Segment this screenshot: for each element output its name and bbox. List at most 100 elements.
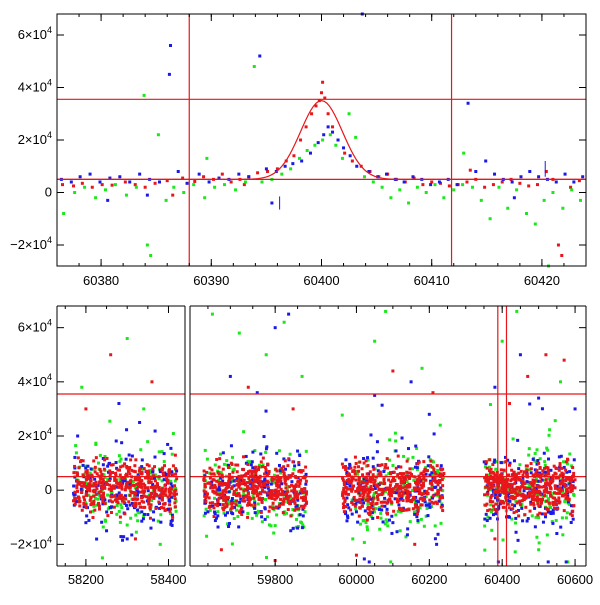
data-point (127, 467, 131, 471)
data-point (395, 530, 399, 534)
data-point (566, 498, 570, 502)
data-point (340, 462, 344, 466)
data-point (299, 496, 303, 500)
data-point (286, 508, 290, 512)
data-point (358, 493, 362, 497)
data-point (114, 478, 118, 482)
data-point (249, 487, 253, 491)
data-point (230, 505, 234, 509)
data-point (232, 505, 236, 509)
data-point (124, 503, 128, 507)
data-point (521, 482, 525, 486)
data-point (153, 429, 157, 433)
data-point (556, 487, 560, 491)
data-point (334, 143, 338, 147)
data-point (212, 515, 216, 519)
data-point (385, 457, 389, 461)
data-point (272, 492, 276, 496)
data-point (165, 473, 169, 477)
data-point (274, 481, 278, 485)
data-point (546, 482, 550, 486)
data-point (341, 502, 345, 506)
data-point (79, 487, 83, 491)
data-point (391, 521, 395, 525)
data-point (288, 452, 292, 456)
data-point (204, 496, 208, 500)
data-point (498, 480, 502, 484)
data-point (275, 167, 279, 171)
data-point (377, 488, 381, 492)
data-point (109, 510, 113, 514)
data-point (136, 490, 140, 494)
data-point (286, 495, 290, 499)
data-point (282, 457, 286, 461)
data-point (528, 170, 532, 173)
data-point (275, 478, 279, 482)
data-point (542, 451, 546, 455)
data-point (392, 476, 396, 480)
data-point (300, 487, 304, 491)
data-point (236, 463, 240, 467)
data-point (173, 493, 177, 497)
data-point (407, 495, 411, 499)
data-point (354, 478, 358, 482)
data-point (565, 470, 569, 474)
data-point (377, 472, 381, 476)
data-point (92, 499, 96, 503)
data-point (253, 499, 257, 503)
data-point (230, 502, 234, 506)
data-point (544, 478, 548, 482)
data-point (417, 487, 421, 491)
data-point (354, 553, 358, 557)
data-point (124, 484, 128, 488)
data-point (133, 183, 137, 187)
data-point (92, 482, 96, 486)
data-point (273, 326, 277, 330)
data-point (92, 488, 96, 492)
data-point (515, 494, 519, 498)
data-point (261, 456, 265, 460)
data-point (511, 474, 515, 478)
data-point (112, 505, 116, 509)
data-point (157, 494, 161, 498)
data-point (153, 181, 157, 185)
data-point (500, 490, 504, 494)
data-point (101, 477, 105, 481)
data-point (292, 500, 296, 504)
data-point (399, 510, 403, 514)
data-point (261, 463, 265, 467)
data-point (364, 484, 368, 488)
data-point (217, 465, 221, 469)
data-point (408, 485, 412, 489)
data-point (436, 468, 440, 472)
data-point (256, 171, 260, 175)
data-point (570, 188, 574, 192)
data-point (101, 481, 105, 485)
data-point (297, 463, 301, 467)
data-point (219, 471, 223, 475)
data-point (130, 483, 134, 487)
data-point (343, 500, 347, 504)
data-point (94, 503, 98, 507)
data-point (414, 482, 418, 486)
data-point (558, 482, 562, 486)
data-point (323, 96, 327, 100)
data-point (560, 466, 564, 470)
data-point (561, 490, 565, 494)
data-point (106, 507, 110, 511)
data-point (147, 470, 151, 474)
data-point (537, 548, 541, 552)
data-point (441, 484, 445, 488)
data-point (279, 487, 283, 491)
data-point (345, 478, 349, 482)
data-point (283, 490, 287, 494)
data-point (275, 491, 279, 495)
data-point (288, 500, 292, 504)
data-point (273, 524, 277, 528)
data-point (96, 502, 100, 506)
data-point (506, 502, 510, 506)
data-point (494, 486, 498, 490)
data-point (492, 471, 496, 475)
data-point (342, 510, 346, 514)
data-point (489, 503, 493, 507)
